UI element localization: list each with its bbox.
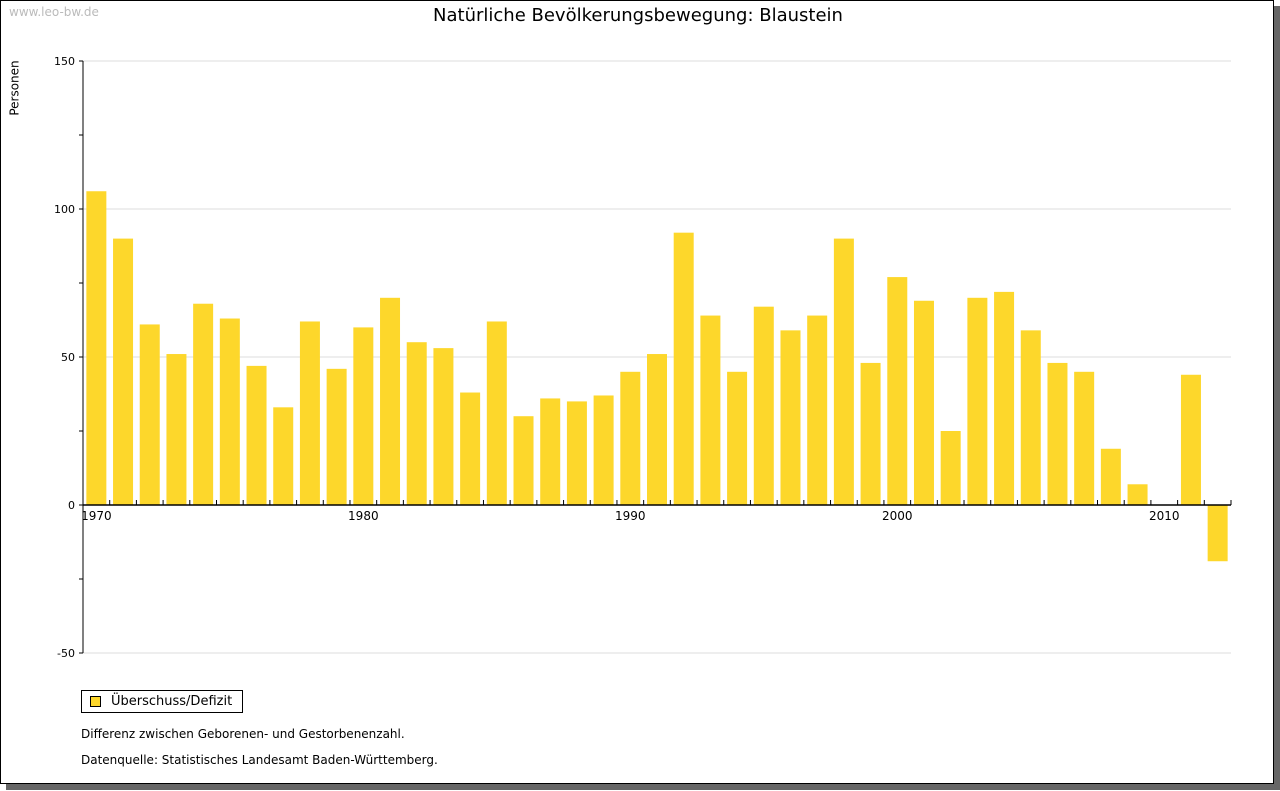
x-tick-label: 2010 xyxy=(1149,509,1180,523)
bar-2004 xyxy=(994,291,1015,505)
bar-2003 xyxy=(967,297,988,505)
bar-1982 xyxy=(406,342,427,505)
y-tick-label: 0 xyxy=(68,499,75,512)
x-tick-label: 2000 xyxy=(882,509,913,523)
x-tick-label: 1980 xyxy=(348,509,379,523)
bar-2000 xyxy=(887,277,908,505)
bar-1975 xyxy=(219,318,240,505)
chart-title: Natürliche Bevölkerungsbewegung: Blauste… xyxy=(433,5,843,26)
x-tick-label: 1990 xyxy=(615,509,646,523)
bar-1978 xyxy=(299,321,320,505)
bar-1974 xyxy=(193,303,214,505)
bar-1987 xyxy=(540,398,561,505)
bar-2005 xyxy=(1020,330,1041,505)
bar-1992 xyxy=(673,232,694,505)
bar-1986 xyxy=(513,416,534,505)
bar-1998 xyxy=(833,238,854,505)
bar-1994 xyxy=(727,371,748,505)
legend: Überschuss/Defizit xyxy=(81,690,244,713)
bar-2009 xyxy=(1127,484,1148,505)
bar-1993 xyxy=(700,315,721,505)
x-tick-label: 1970 xyxy=(81,509,112,523)
bar-1997 xyxy=(807,315,828,505)
bar-2012 xyxy=(1207,505,1228,562)
bar-1991 xyxy=(647,354,667,505)
bar-1977 xyxy=(273,407,294,505)
bar-1976 xyxy=(246,365,267,505)
bar-1981 xyxy=(380,297,401,505)
bar-1984 xyxy=(460,392,481,505)
bar-1995 xyxy=(753,306,774,505)
legend-label: Überschuss/Defizit xyxy=(111,694,233,709)
bar-1970 xyxy=(86,191,107,506)
bar-1990 xyxy=(620,371,641,505)
y-tick-label: 100 xyxy=(54,203,75,216)
bar-2011 xyxy=(1180,374,1201,505)
bar-1985 xyxy=(486,321,507,505)
bar-1989 xyxy=(593,395,614,505)
bar-2006 xyxy=(1047,362,1068,505)
bar-2007 xyxy=(1074,371,1095,505)
bar-1996 xyxy=(780,330,801,505)
description-note: Differenz zwischen Geborenen- und Gestor… xyxy=(81,727,405,741)
watermark: www.leo-bw.de xyxy=(9,5,99,19)
bar-1988 xyxy=(566,401,587,505)
bar-1971 xyxy=(113,238,134,505)
bar-2001 xyxy=(913,300,934,505)
bar-1980 xyxy=(353,327,374,505)
bar-1973 xyxy=(166,354,187,505)
source-note: Datenquelle: Statistisches Landesamt Bad… xyxy=(81,753,438,767)
bar-1972 xyxy=(139,324,160,505)
bar-2008 xyxy=(1100,448,1121,505)
bar-1983 xyxy=(433,348,454,505)
y-tick-label: -50 xyxy=(57,647,75,660)
bar-1979 xyxy=(326,368,347,505)
bar-2002 xyxy=(940,431,961,505)
y-tick-label: 150 xyxy=(54,55,75,68)
bar-1999 xyxy=(860,362,881,505)
y-tick-label: 50 xyxy=(61,351,75,364)
legend-swatch xyxy=(90,696,101,707)
